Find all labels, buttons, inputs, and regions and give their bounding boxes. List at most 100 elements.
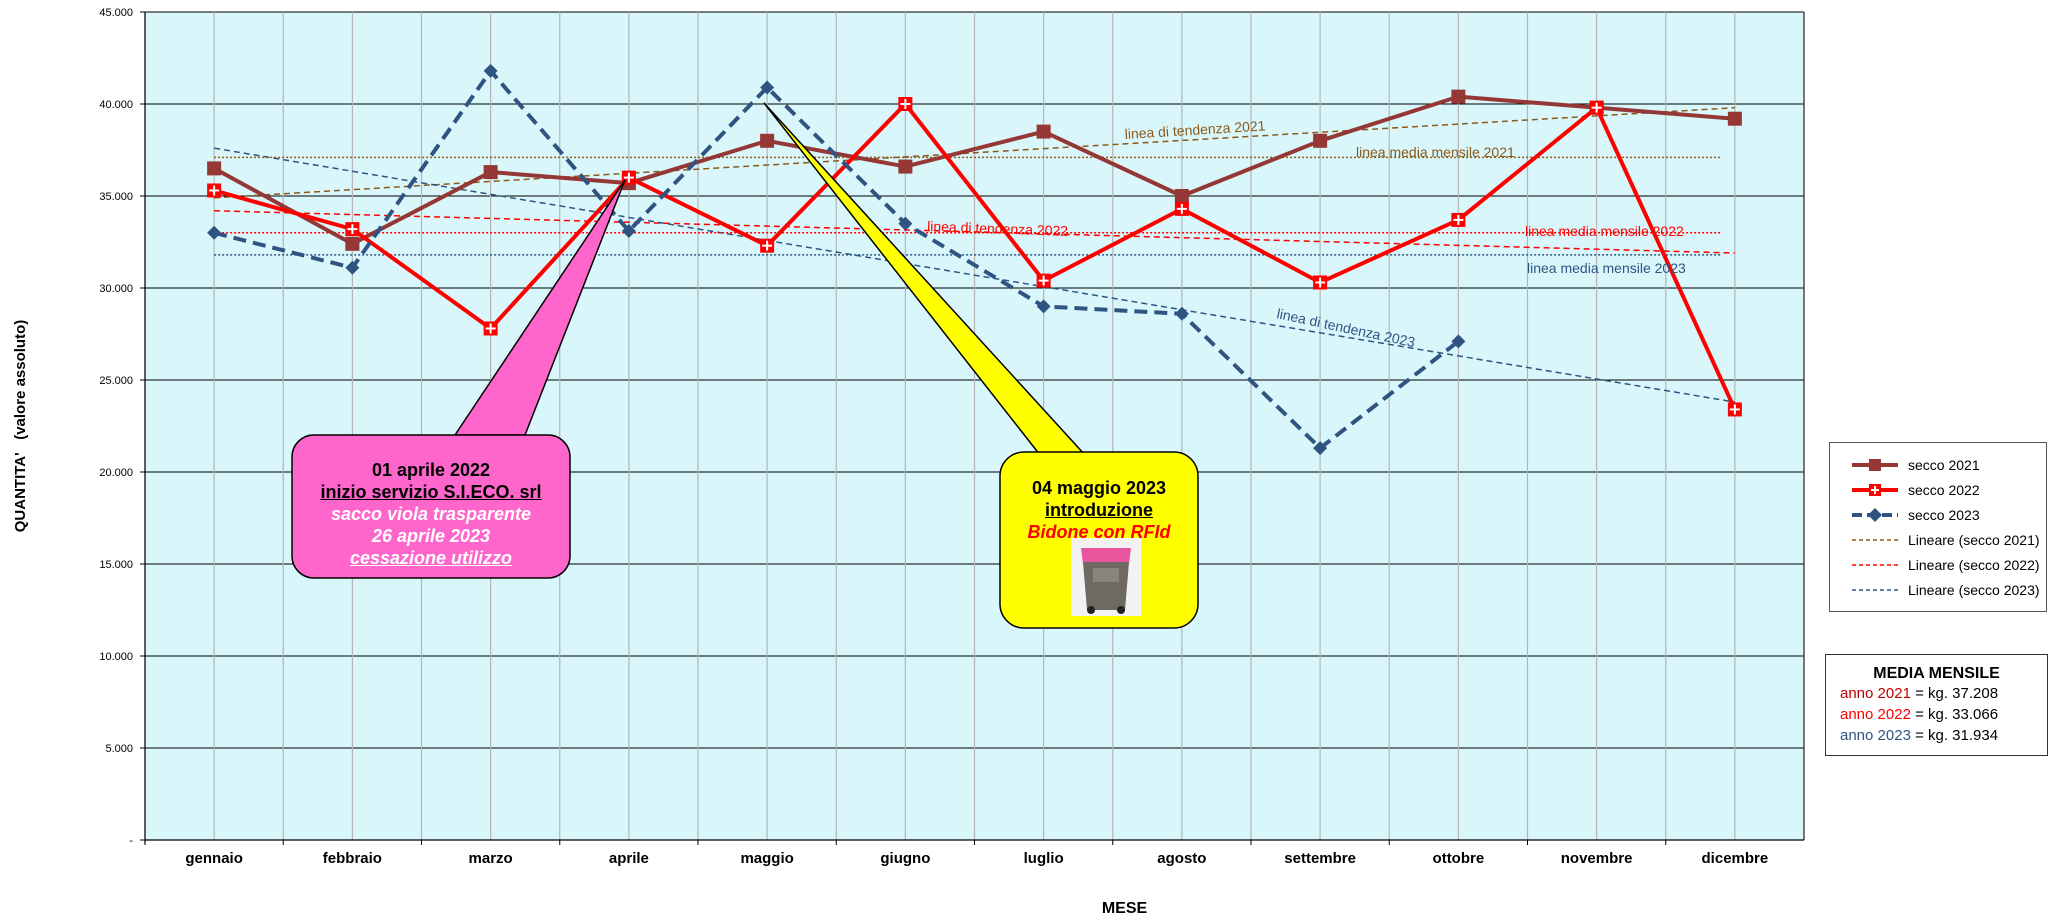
annotation-label: linea media mensile 2023 (1527, 260, 1686, 276)
legend-label: secco 2021 (1908, 457, 1980, 473)
point-marker (345, 260, 360, 275)
legend-label: Lineare (secco 2022) (1908, 557, 2040, 573)
annotation-label: linea media mensile 2022 (1525, 223, 1684, 239)
callouts (291, 102, 1199, 629)
x-tick-label: luglio (1024, 850, 1064, 867)
x-tick-label: dicembre (1702, 850, 1769, 867)
series-line (213, 94, 1736, 246)
callout-1-end-date: 26 aprile 2023 (371, 526, 491, 546)
legend-item: secco 2021 (1850, 453, 1980, 477)
legend-item: secco 2022 (1850, 478, 1980, 502)
point-marker (898, 159, 913, 174)
callout-1-text: 01 aprile 2022 inizio servizio S.I.ECO. … (292, 459, 570, 569)
point-marker (1451, 89, 1466, 104)
y-tick-label: - (129, 835, 133, 847)
legend-swatch (1852, 459, 1898, 471)
point-marker (207, 225, 222, 240)
y-tick-label: 5.000 (105, 743, 133, 755)
legend-item: secco 2023 (1850, 503, 1980, 527)
media-year-2022: anno 2022 (1840, 706, 1911, 723)
callout-1-box (291, 434, 571, 579)
point-marker (1036, 124, 1051, 139)
legend-swatch (1852, 589, 1898, 591)
callout-1-service: inizio servizio S.I.ECO. srl (320, 482, 542, 502)
point-marker (760, 80, 775, 95)
point-marker (1174, 189, 1189, 203)
callout-1-date: 01 aprile 2022 (371, 460, 491, 480)
legend-label: Lineare (secco 2021) (1908, 532, 2040, 548)
rfid-bin-image (1071, 538, 1141, 616)
x-tick-label: aprile (609, 850, 649, 867)
media-mensile-box: MEDIA MENSILE anno 2021 = kg. 37.208 ann… (1825, 654, 2048, 756)
x-tick-label: gennaio (185, 850, 243, 867)
y-tick-label: 20.000 (99, 467, 133, 479)
media-row-2022: anno 2022 = kg. 33.066 (1840, 704, 2047, 725)
legend-swatch (1852, 508, 1898, 522)
legend-swatch (1852, 564, 1898, 566)
x-tick-label: febbraio (323, 850, 382, 867)
x-axis-label: MESE (1102, 900, 1148, 917)
y-tick-label: 25.000 (99, 375, 133, 387)
media-mensile-title: MEDIA MENSILE (1873, 665, 2000, 682)
series-line (213, 102, 1737, 411)
callout-1-bag: sacco viola trasparente (330, 504, 532, 524)
x-tick-label: agosto (1157, 850, 1206, 867)
point-marker (1313, 441, 1328, 456)
point-marker (1451, 334, 1466, 349)
media-value-2023: = kg. 31.934 (1910, 727, 1999, 744)
x-tick-label: novembre (1561, 850, 1633, 867)
series-secco-2023 (207, 63, 1466, 456)
legend-swatch (1852, 539, 1898, 541)
point-marker (483, 165, 498, 180)
y-tick-label: 15.000 (99, 559, 133, 571)
y-tick-label: 10.000 (99, 651, 133, 663)
y-axis-label: QUANTITA' (valore assoluto) (12, 320, 29, 532)
legend-label: secco 2023 (1908, 507, 1980, 523)
point-marker (483, 63, 498, 78)
media-value-2022: = kg. 33.066 (1910, 706, 1999, 723)
media-year-2021: anno 2021 (1840, 685, 1911, 702)
y-tick-label: 40.000 (99, 99, 133, 111)
callout-2-text: 04 maggio 2023 introduzione Bidone con R… (1000, 477, 1198, 543)
media-value-2021: = kg. 37.208 (1910, 685, 1999, 702)
y-tick-label: 30.000 (99, 283, 133, 295)
point-marker (1174, 306, 1189, 321)
legend-item: Lineare (secco 2021) (1850, 528, 2040, 552)
legend-swatch (1852, 484, 1898, 496)
axes: - 5.000 10.000 15.000 20.000 25.000 30.000 35.0… (12, 7, 1805, 917)
trendline-2023 (214, 147, 1735, 403)
point-marker (898, 216, 913, 231)
legend-label: Lineare (secco 2023) (1908, 582, 2040, 598)
legend-item: Lineare (secco 2023) (1850, 578, 2040, 602)
legend-item: Lineare (secco 2022) (1850, 553, 2040, 577)
point-marker (345, 236, 360, 251)
point-marker (1313, 133, 1328, 148)
y-tick-label: 35.000 (99, 191, 133, 203)
point-marker (207, 161, 222, 176)
y-tick-label: 45.000 (99, 7, 133, 19)
point-marker (1036, 299, 1051, 314)
media-year-2023: anno 2023 (1840, 727, 1911, 744)
callout-2-intro: introduzione (1045, 500, 1153, 520)
series-line (213, 68, 1460, 451)
media-row-2023: anno 2023 = kg. 31.934 (1840, 725, 2047, 746)
callout-2-bin: Bidone con RFId (1027, 522, 1171, 542)
series-secco-2022 (207, 97, 1742, 417)
trendline-2022 (214, 209, 1735, 254)
x-tick-label: maggio (740, 850, 793, 867)
x-tick-label: marzo (469, 850, 513, 867)
x-tick-label: settembre (1284, 850, 1356, 867)
annotation-label: linea media mensile 2021 (1356, 144, 1515, 160)
point-marker (621, 223, 636, 238)
point-marker (1727, 111, 1742, 126)
media-row-2021: anno 2021 = kg. 37.208 (1840, 683, 2047, 704)
legend: secco 2021 secco 2022 secco 2023 Lineare (s… (1829, 442, 2047, 612)
x-tick-label: giugno (880, 850, 930, 867)
callout-2-date: 04 maggio 2023 (1031, 478, 1167, 498)
x-tick-label: ottobre (1433, 850, 1485, 867)
point-marker (760, 133, 775, 148)
legend-label: secco 2022 (1908, 482, 1980, 498)
series-lines (207, 63, 1742, 456)
annotation-label: linea di tendenza 2022 (927, 218, 1069, 239)
